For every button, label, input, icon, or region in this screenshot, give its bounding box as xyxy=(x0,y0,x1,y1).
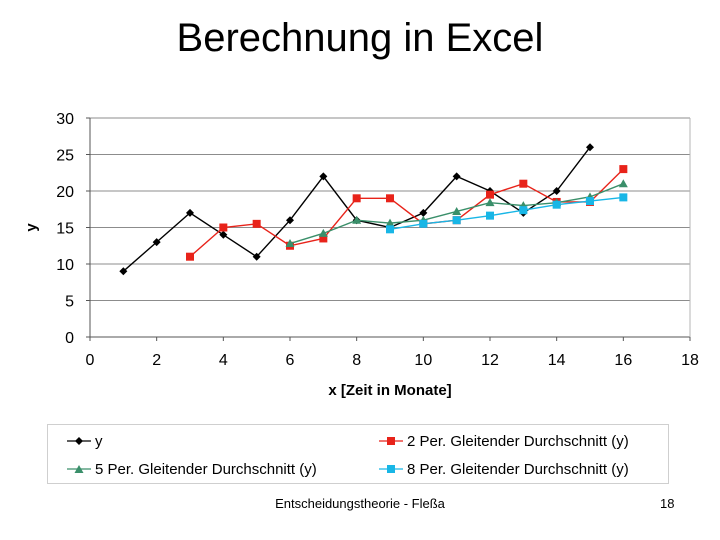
legend-marker-ma2 xyxy=(379,437,403,445)
y-tick-label: 0 xyxy=(65,330,74,347)
data-point xyxy=(386,225,394,234)
x-tick-label: 2 xyxy=(152,352,161,369)
y-tick-label: 30 xyxy=(56,111,74,128)
data-point xyxy=(586,143,594,152)
data-point xyxy=(285,239,295,248)
y-tick-label: 10 xyxy=(56,257,74,274)
legend-marker-ma8 xyxy=(379,465,403,473)
x-tick-label: 8 xyxy=(352,352,361,369)
y-tick-label: 5 xyxy=(65,294,74,311)
data-point xyxy=(452,206,462,215)
x-axis-label: x [Zeit in Monate] xyxy=(328,382,451,399)
data-point xyxy=(552,187,561,195)
x-tick-label: 4 xyxy=(219,352,228,369)
x-tick-label: 18 xyxy=(681,352,699,369)
legend-label-y: y xyxy=(95,432,103,450)
data-point xyxy=(352,215,362,224)
x-tick-label: 10 xyxy=(414,352,432,369)
x-tick-label: 14 xyxy=(548,352,566,369)
legend-item-ma8: 8 Per. Gleitender Durchschnitt (y) xyxy=(378,459,629,479)
data-point xyxy=(619,193,628,202)
legend-marker-ma5 xyxy=(67,465,91,473)
data-point xyxy=(618,179,628,188)
series-line xyxy=(389,196,624,231)
data-point xyxy=(186,208,194,217)
data-point xyxy=(319,172,328,181)
legend-label-ma2: 2 Per. Gleitender Durchschnitt (y) xyxy=(407,432,629,450)
data-point xyxy=(119,267,128,276)
axes xyxy=(86,117,691,341)
data-point xyxy=(486,211,494,220)
y-tick-label: 20 xyxy=(56,184,74,201)
data-point xyxy=(419,219,428,228)
chart-legend: y 2 Per. Gleitender Durchschnitt (y) 5 P… xyxy=(47,424,669,484)
legend-label-ma8: 8 Per. Gleitender Durchschnitt (y) xyxy=(407,460,629,478)
data-point xyxy=(318,228,328,237)
data-point xyxy=(386,194,394,203)
data-point xyxy=(219,223,228,232)
y-axis-label: y xyxy=(23,223,40,232)
series-3 xyxy=(386,193,628,234)
x-tick-label: 6 xyxy=(286,352,295,369)
data-point xyxy=(352,194,361,203)
data-point xyxy=(519,179,528,188)
data-point xyxy=(619,165,628,174)
data-point xyxy=(419,208,428,217)
y-tick-label: 25 xyxy=(56,148,74,165)
data-point xyxy=(486,190,494,199)
data-point xyxy=(252,219,261,228)
y-tick-label: 15 xyxy=(56,221,74,238)
data-point xyxy=(452,216,461,225)
legend-marker-y xyxy=(67,437,91,445)
data-point xyxy=(319,234,328,243)
x-tick-label: 0 xyxy=(86,352,95,369)
data-point xyxy=(219,230,228,239)
data-point xyxy=(452,172,461,181)
x-tick-label: 12 xyxy=(481,352,499,369)
data-point xyxy=(252,252,261,261)
data-point xyxy=(586,197,594,206)
series-group xyxy=(119,143,628,276)
legend-label-ma5: 5 Per. Gleitender Durchschnitt (y) xyxy=(95,460,317,478)
tick-labels: 0 2 4 6 8 10 12 14 16 18 0 5 10 15 20 25 30 xyxy=(56,111,699,369)
data-point xyxy=(519,206,528,215)
data-point xyxy=(485,198,495,207)
legend-item-ma5: 5 Per. Gleitender Durchschnitt (y) xyxy=(66,459,317,479)
page-number: 18 xyxy=(660,496,675,511)
line-chart: 0 2 4 6 8 10 12 14 16 18 0 5 10 15 20 25 30 x [Zeit in M… xyxy=(23,111,699,399)
legend-item-ma2: 2 Per. Gleitender Durchschnitt (y) xyxy=(378,431,629,451)
data-point xyxy=(552,200,561,209)
x-tick-label: 16 xyxy=(614,352,632,369)
footer-text: Entscheidungstheorie - Fleßa xyxy=(275,496,445,511)
data-point xyxy=(152,238,161,247)
data-point xyxy=(186,252,194,261)
data-point xyxy=(385,218,395,227)
legend-item-y: y xyxy=(66,431,103,451)
slide-title: Berechnung in Excel xyxy=(176,16,544,60)
series-line xyxy=(189,168,624,258)
data-point xyxy=(286,216,294,225)
